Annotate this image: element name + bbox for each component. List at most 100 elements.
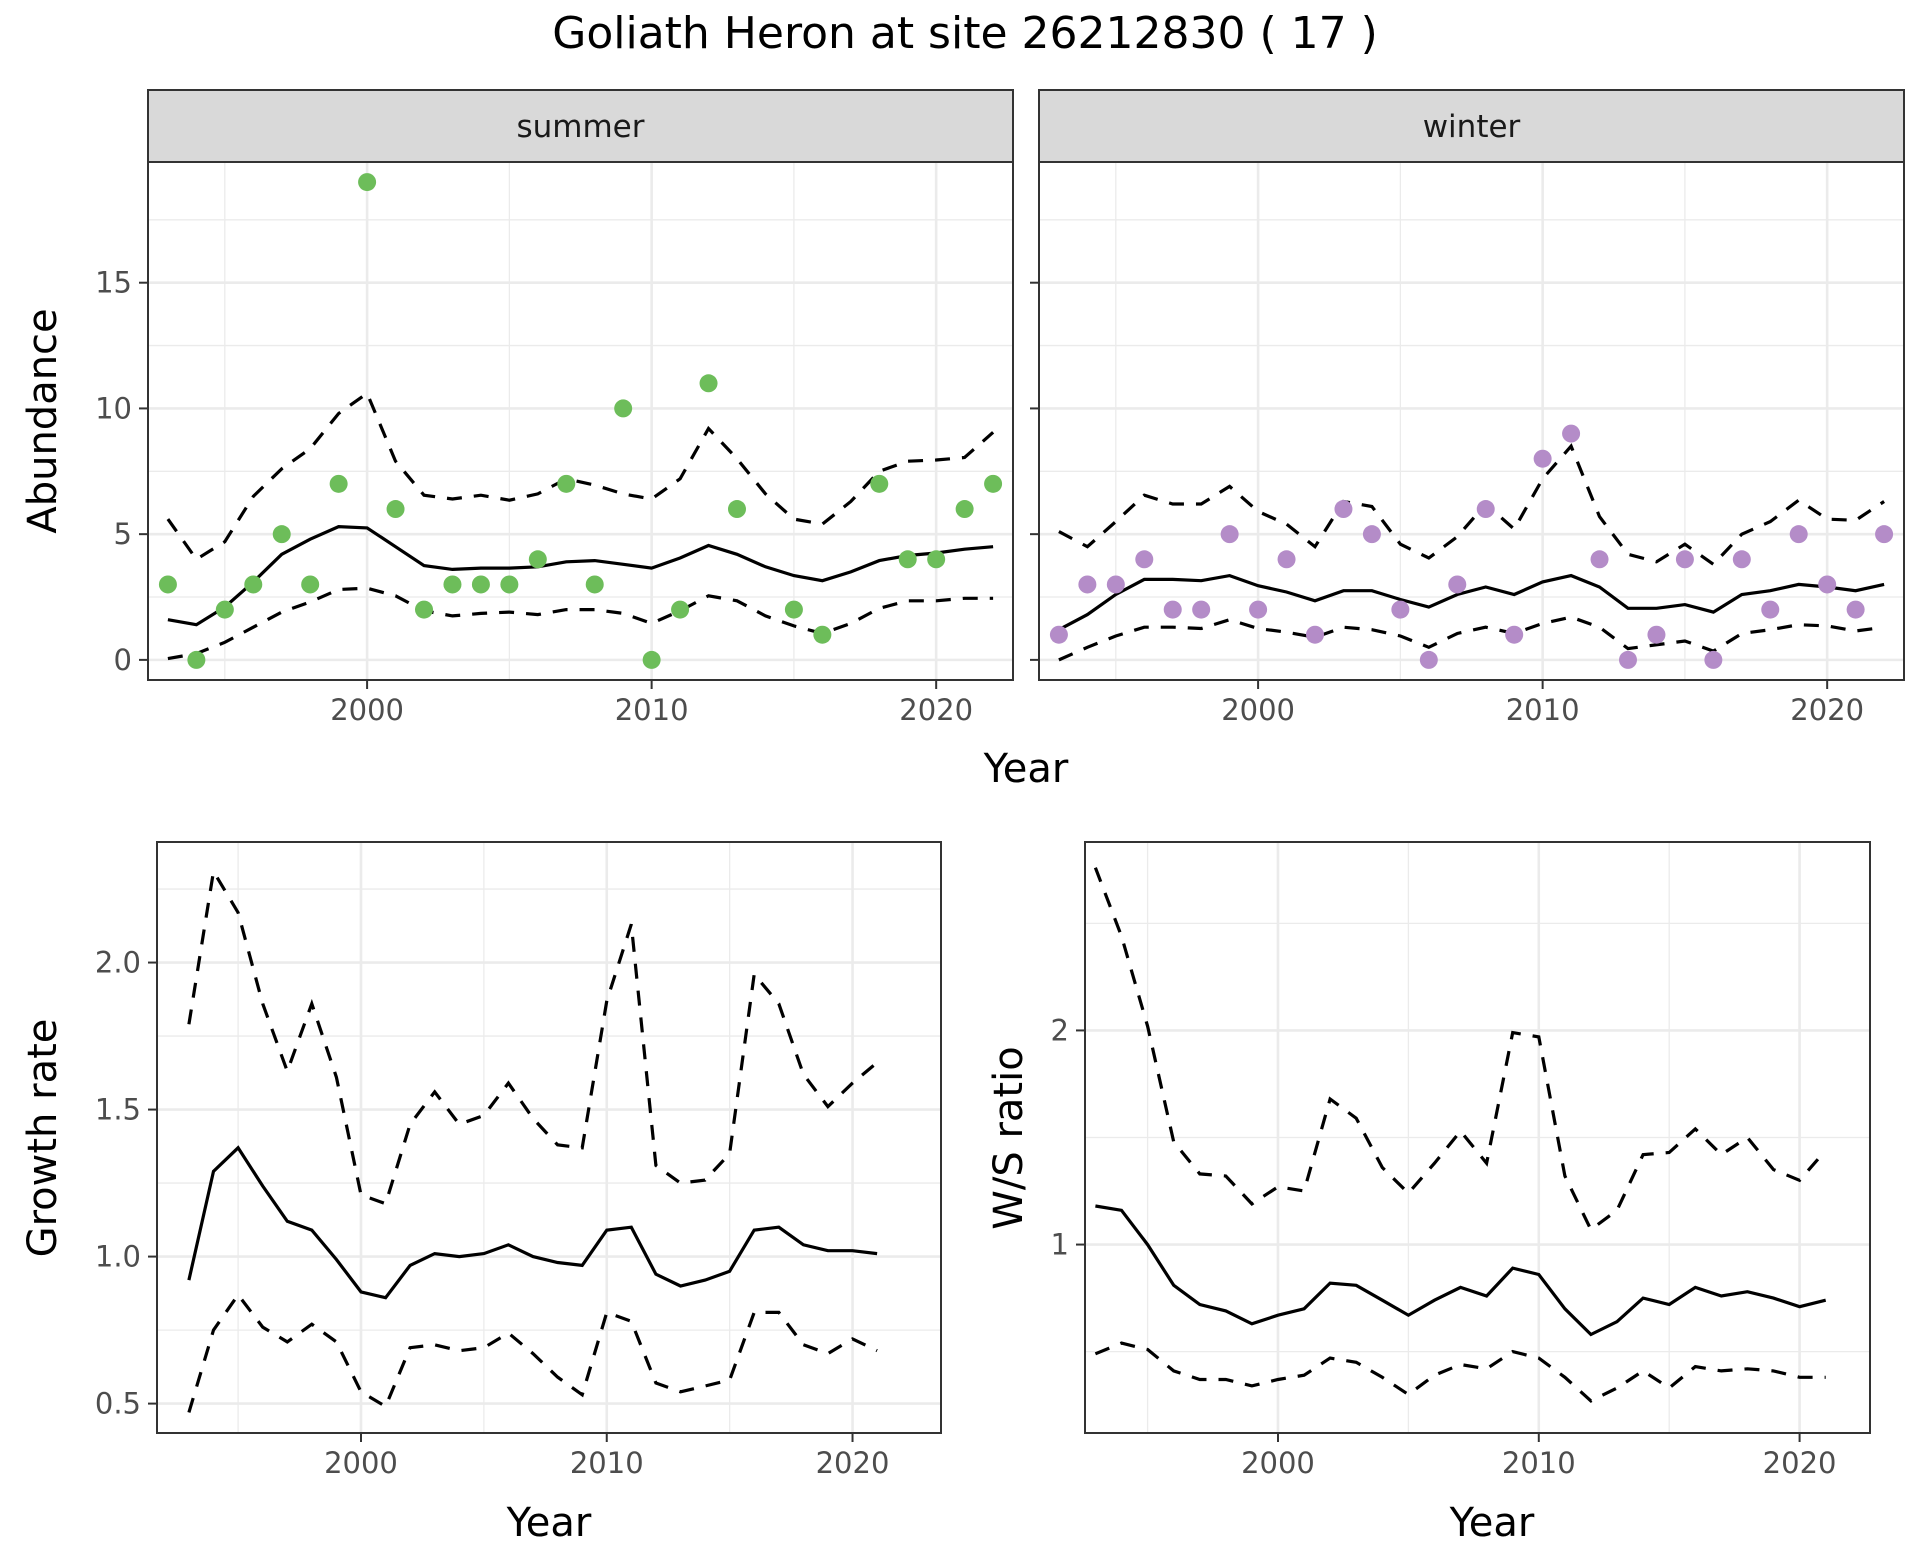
data-point xyxy=(1675,550,1694,569)
facet-strip-label: winter xyxy=(1423,109,1521,145)
data-point xyxy=(557,474,576,493)
y-axis-title: Growth rate xyxy=(20,1019,66,1258)
data-point xyxy=(1078,575,1097,594)
data-point xyxy=(528,550,547,569)
lower-bound-line xyxy=(1058,615,1885,662)
data-point xyxy=(727,500,746,519)
data-point xyxy=(1391,600,1410,619)
y-axis: 0 5 10 15 xyxy=(95,266,148,677)
panel-background xyxy=(157,842,941,1433)
x-tick-label: 2000 xyxy=(1241,1446,1315,1480)
x-tick-label: 2000 xyxy=(330,693,404,727)
data-point xyxy=(642,650,661,669)
panels: summer 2000 2010 2020 0 5 10 15 Abundance winter 2… xyxy=(20,89,1905,1546)
data-point xyxy=(614,399,633,418)
y-tick-label: 2.0 xyxy=(95,946,141,980)
y-axis xyxy=(1030,281,1039,661)
upper-bound-line xyxy=(187,866,879,1206)
data-point xyxy=(500,575,519,594)
x-tick-label: 2020 xyxy=(816,1446,890,1480)
data-point xyxy=(471,575,490,594)
data-point xyxy=(1476,500,1495,519)
observed-points xyxy=(158,173,1003,669)
data-point xyxy=(244,575,263,594)
y-axis-title: W/S ratio xyxy=(986,1046,1032,1229)
y-tick-label: 0.5 xyxy=(95,1387,141,1421)
data-point xyxy=(158,575,177,594)
gridlines xyxy=(1085,842,1870,1433)
data-point xyxy=(1249,600,1268,619)
panel-growth: 2000 2010 2020 0.5 1.0 1.5 2.0 Growth rate Year xyxy=(20,841,942,1546)
y-axis-title: Abundance xyxy=(20,308,66,533)
data-point xyxy=(301,575,320,594)
x-axis-title: Year xyxy=(1449,1500,1535,1546)
data-point xyxy=(870,474,889,493)
data-point xyxy=(1846,600,1865,619)
data-point xyxy=(415,600,434,619)
data-point xyxy=(1135,550,1154,569)
facet-strip xyxy=(1038,89,1905,163)
x-axis-title: Year xyxy=(506,1500,592,1546)
y-tick-label: 0 xyxy=(114,643,132,677)
data-point xyxy=(1106,575,1125,594)
data-point xyxy=(386,500,405,519)
y-tick-label: 10 xyxy=(95,391,132,425)
data-point xyxy=(1618,650,1637,669)
x-tick-label: 2010 xyxy=(1502,1446,1576,1480)
data-point xyxy=(1334,500,1353,519)
x-axis-title-shared: Year xyxy=(983,746,1069,792)
x-tick-label: 2020 xyxy=(1790,693,1864,727)
y-tick-label: 5 xyxy=(114,517,132,551)
data-point xyxy=(1732,550,1751,569)
y-tick-label: 2 xyxy=(1051,1013,1069,1047)
figure-title: Goliath Heron at site 26212830 ( 17 ) xyxy=(552,8,1378,59)
data-point xyxy=(955,500,974,519)
x-tick-label: 2020 xyxy=(899,693,973,727)
x-axis: 2000 2010 2020 xyxy=(1241,1433,1836,1480)
series xyxy=(1058,443,1885,662)
data-point xyxy=(187,650,206,669)
panel-border xyxy=(1084,841,1871,1434)
lower-bound-line xyxy=(167,586,994,661)
data-point xyxy=(1419,650,1438,669)
x-axis: 2000 2010 2020 xyxy=(330,680,973,727)
y-axis: 12 xyxy=(1051,1013,1085,1262)
data-point xyxy=(1818,575,1837,594)
data-point xyxy=(1049,625,1068,644)
data-point xyxy=(1448,575,1467,594)
data-point xyxy=(1277,550,1296,569)
data-point xyxy=(813,625,832,644)
x-tick-label: 2010 xyxy=(570,1446,644,1480)
panel-background xyxy=(148,162,1013,680)
series xyxy=(187,866,879,1413)
data-point xyxy=(272,525,291,544)
lower-bound-line xyxy=(1094,1341,1826,1403)
data-point xyxy=(1533,449,1552,468)
mean-line xyxy=(187,1145,878,1300)
y-tick-label: 1.5 xyxy=(95,1093,141,1127)
data-point xyxy=(1163,600,1182,619)
data-point xyxy=(927,550,946,569)
series xyxy=(166,390,995,661)
upper-bound-line xyxy=(1058,443,1885,567)
mean-line xyxy=(1095,1204,1827,1337)
data-point xyxy=(1761,600,1780,619)
x-axis: 2000 2010 2020 xyxy=(1221,680,1864,727)
panel-winter: winter 2000 2010 2020 xyxy=(1030,89,1905,727)
data-point xyxy=(671,600,690,619)
x-tick-label: 2020 xyxy=(1763,1446,1837,1480)
y-tick-label: 1 xyxy=(1051,1228,1069,1262)
data-point xyxy=(1789,525,1808,544)
x-tick-label: 2010 xyxy=(1506,693,1580,727)
x-tick-label: 2000 xyxy=(1221,693,1295,727)
data-point xyxy=(1505,625,1524,644)
panel-border xyxy=(156,841,942,1434)
gridlines xyxy=(157,842,941,1433)
mean-line xyxy=(1058,573,1885,632)
facet-strip xyxy=(147,89,1014,163)
data-point xyxy=(1220,525,1239,544)
data-point xyxy=(329,474,348,493)
data-point xyxy=(1562,424,1581,443)
